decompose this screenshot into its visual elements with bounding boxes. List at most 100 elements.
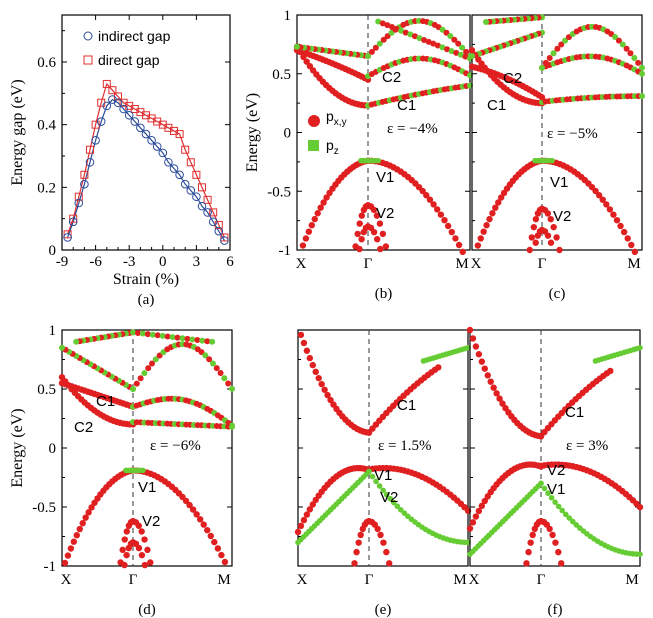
band-point-c4-right — [209, 338, 216, 345]
band-point-c4-right — [444, 46, 451, 53]
data-point-indirect — [91, 136, 100, 145]
band-point-v2-right — [555, 548, 562, 556]
band-point-pz-top — [532, 157, 538, 164]
band-point-c4-right — [169, 334, 176, 341]
y-tick-label: 1 — [284, 8, 292, 24]
band-point-c1-left — [297, 331, 305, 339]
band-point-c2-right — [229, 423, 235, 430]
band-point-pz-right — [545, 490, 551, 496]
band-point-c3-right — [451, 36, 458, 43]
band-point-c3-right — [145, 365, 152, 372]
panel-a: -9 -6 -3 0 3 6 0 0.2 0.4 0.6 Strain (%) Energy gap … — [9, 14, 234, 308]
annotation-C1: C1 — [487, 97, 506, 114]
band-point-pz-top — [549, 157, 555, 164]
band-point-c3-right — [376, 40, 383, 47]
band-point-v3-right — [544, 232, 552, 239]
band-point-pz-right — [383, 491, 390, 498]
band-point-c3-right — [447, 33, 454, 40]
annotation-V1: V1 — [376, 169, 394, 186]
band-point-c1-left — [318, 380, 325, 388]
data-point-direct — [74, 192, 83, 201]
band-point-v2-right — [544, 210, 552, 217]
band-point-c4-right — [434, 42, 441, 49]
band-point-c3-right — [455, 40, 462, 47]
band-point-v1-right — [448, 228, 455, 236]
y-axis-label: Energy (eV) — [9, 408, 26, 487]
band-point-v1-left — [309, 501, 316, 508]
band-point-c1-left — [502, 404, 509, 412]
band-point-c4-left — [73, 338, 80, 345]
panel-e: X Γ M (e) C1 V1 V2 ε = 1.5% — [294, 329, 472, 618]
y-tick-label: 1 — [49, 323, 57, 339]
band-point-c4-right — [139, 330, 146, 337]
legend-label-direct: direct gap — [98, 52, 160, 68]
band-point-v1-left — [70, 538, 78, 545]
band-point-v3-left — [360, 228, 367, 236]
band-point-v1-left — [305, 228, 313, 235]
band-point-v3-right — [373, 235, 381, 243]
band-point-v1-left — [61, 559, 69, 567]
band-point-v1-left — [306, 506, 314, 513]
band-point-c3-left — [294, 43, 300, 50]
band-point-pz-right — [541, 485, 548, 492]
band-point-v1-left — [497, 194, 505, 201]
y-tick-label: -1 — [44, 559, 57, 575]
kpoint-label-1: Γ — [537, 572, 546, 588]
band-point-c3-right — [213, 365, 220, 372]
band-point-v1-left — [500, 189, 508, 197]
band-point-c4-right — [411, 33, 418, 40]
band-point-v2-left — [526, 246, 533, 254]
band-point-pz-right — [369, 473, 376, 480]
panel-b: 1 0.5 0 -0.5 -1 Energy (eV) X Γ M (b) px,y pz C2 C1 V1… — [244, 8, 473, 302]
band-point-c3-right — [149, 360, 156, 367]
band-point-v1-right — [441, 216, 448, 224]
band-point-c4-right — [393, 25, 400, 32]
band-point-c3-right — [550, 50, 557, 57]
band-point-c3-right — [380, 36, 387, 43]
band-point-v3-right — [377, 245, 384, 253]
legend-marker-indirect — [83, 31, 93, 41]
x-tick-label: -3 — [123, 254, 136, 270]
band-point-c3-right — [368, 48, 375, 55]
band-point-c4-right — [384, 22, 391, 29]
band-point-pz-right — [562, 511, 569, 518]
kpoint-label-0: X — [469, 572, 480, 588]
band-point-v3-left — [123, 551, 130, 559]
band-point-v2-left — [356, 220, 363, 227]
band-point-v2-right — [382, 243, 390, 250]
kpoint-label-2: M — [625, 572, 638, 588]
band-point-v1-left — [484, 493, 491, 500]
y-tick-label: 0 — [49, 441, 57, 457]
y-tick-label: -0.5 — [267, 184, 291, 200]
band-point-pz-left — [295, 539, 301, 546]
data-point-indirect — [158, 148, 168, 158]
legend-marker-pz — [308, 140, 319, 151]
band-point-c1-left — [321, 386, 328, 393]
band-point-c4-right — [448, 48, 455, 55]
band-point-c4-right — [130, 329, 136, 336]
kpoint-label-1: Γ — [538, 256, 547, 272]
data-point-indirect — [203, 208, 212, 217]
band-point-c3-right — [627, 50, 634, 57]
data-point-direct — [198, 183, 206, 192]
band-point-c4-right — [194, 337, 201, 344]
band-point-v1-left — [314, 210, 321, 217]
series-line-indirect — [67, 98, 225, 241]
band-point-c3-right — [631, 54, 638, 61]
band-point-pz-right — [380, 487, 386, 494]
band-point-v2-right — [552, 539, 559, 546]
band-point-v1-left — [82, 514, 89, 521]
band-point-c4-right — [159, 332, 166, 339]
panel-c: X Γ M (c) C2 C1 V1 V2 ε = −5% — [468, 14, 645, 302]
data-point-direct — [69, 214, 78, 223]
annotation-C2: C2 — [503, 70, 522, 87]
band-point-c4-right — [421, 36, 428, 43]
band-point-c4-left — [483, 19, 489, 26]
band-point-c4-right — [416, 35, 423, 42]
data-point-indirect — [80, 179, 89, 189]
panel-label: (f) — [548, 602, 563, 618]
band-point-v2-left — [528, 234, 535, 241]
band-point-pz-right — [570, 518, 576, 525]
band-point-c1-left — [315, 374, 322, 382]
annotation-C1: C1 — [96, 393, 115, 410]
